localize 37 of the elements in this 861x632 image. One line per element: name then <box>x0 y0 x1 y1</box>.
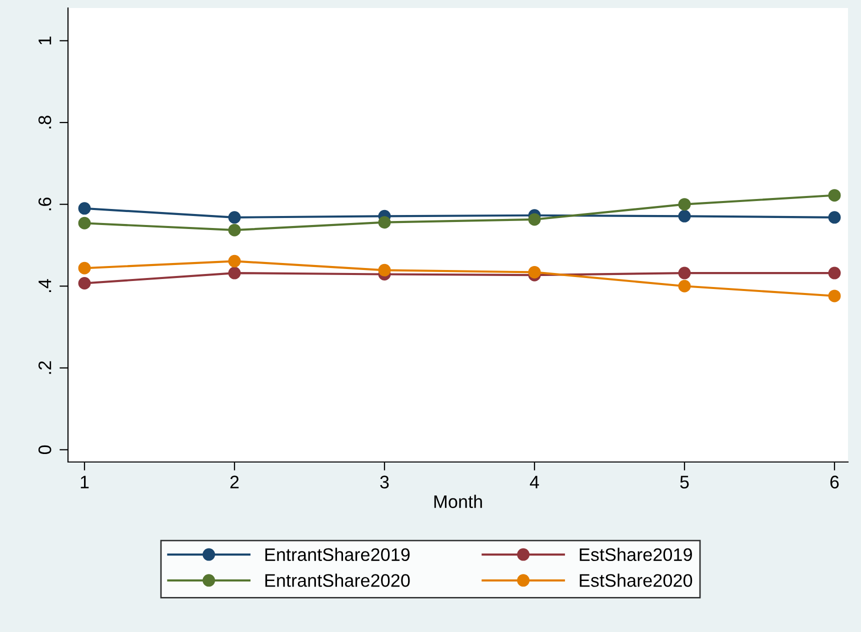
y-tick-label: .4 <box>38 279 52 292</box>
legend-label: EstShare2020 <box>580 574 692 587</box>
point <box>828 290 841 302</box>
point <box>228 224 241 236</box>
point <box>678 280 691 292</box>
point <box>378 264 391 276</box>
x-tick-label: 2 <box>230 476 239 488</box>
legend-label: EntrantShare2019 <box>265 548 410 562</box>
x-axis-title: Month <box>434 494 482 508</box>
point <box>828 189 841 202</box>
point <box>828 266 841 280</box>
y-tick-label: 1 <box>38 36 52 44</box>
legend-label: EstShare2019 <box>580 548 692 562</box>
point <box>528 266 541 278</box>
point <box>228 254 241 268</box>
point <box>228 266 241 280</box>
point <box>678 210 691 222</box>
point <box>228 211 241 224</box>
point <box>528 213 541 226</box>
point <box>678 266 691 280</box>
point <box>378 216 391 229</box>
x-tick-label: 3 <box>380 476 389 488</box>
point <box>78 277 91 290</box>
point <box>678 198 691 211</box>
x-tick-label: 6 <box>830 476 839 488</box>
point <box>78 216 91 230</box>
x-tick-label: 4 <box>530 476 539 488</box>
point <box>78 202 91 215</box>
y-tick-label: .6 <box>38 198 52 210</box>
y-tick-label: .8 <box>38 116 52 128</box>
y-tick-label: .2 <box>38 361 52 374</box>
x-tick-label: 5 <box>680 476 689 488</box>
point <box>78 262 91 274</box>
legend-label: EntrantShare2020 <box>265 574 410 587</box>
point <box>828 211 841 224</box>
x-tick-label: 1 <box>80 476 89 488</box>
y-tick-label: 0 <box>38 445 52 454</box>
